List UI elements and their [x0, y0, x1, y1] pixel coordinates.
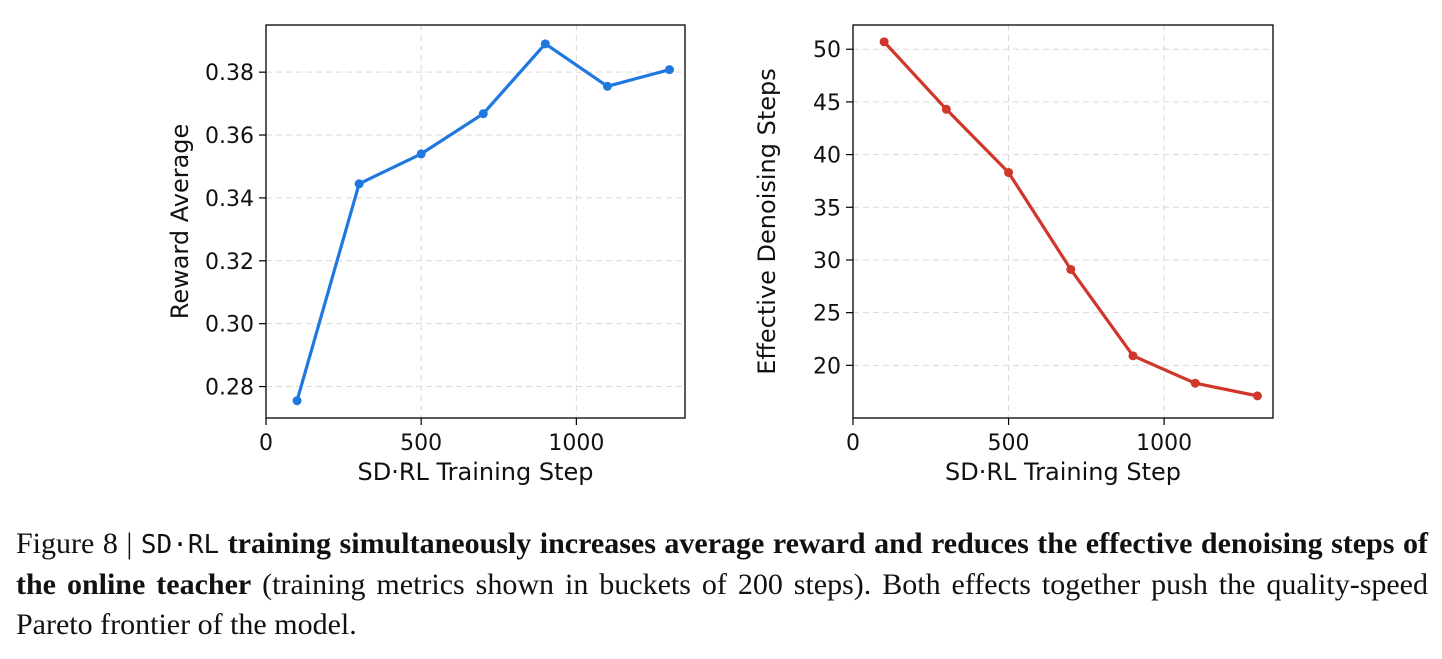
caption-rest-text: (training metrics shown in buckets of 20… — [16, 568, 1428, 641]
data-point — [292, 396, 302, 406]
x-tick-label: 0 — [846, 431, 860, 456]
data-point — [1252, 391, 1262, 401]
figure-caption: Figure 8 | SD·RL training simultaneously… — [16, 524, 1428, 645]
data-point — [879, 37, 889, 47]
y-tick-label: 35 — [813, 196, 841, 221]
caption-method-name: SD·RL — [140, 530, 220, 560]
x-axis-label: SD·RL Training Step — [945, 458, 1181, 486]
y-tick-label: 0.30 — [205, 313, 254, 338]
y-tick-label: 0.28 — [205, 376, 254, 401]
caption-prefix: Figure 8 | — [16, 527, 141, 560]
data-point — [540, 39, 550, 49]
y-tick-label: 0.36 — [205, 124, 254, 149]
series-line — [295, 42, 670, 402]
data-point — [664, 65, 674, 75]
data-point — [1190, 378, 1200, 388]
data-point — [602, 81, 612, 91]
x-tick-label: 0 — [259, 431, 273, 456]
x-tick-label: 1000 — [1136, 431, 1192, 456]
data-point — [1128, 351, 1138, 361]
y-tick-label: 0.34 — [205, 187, 254, 212]
x-tick-label: 1000 — [548, 431, 604, 456]
data-point — [416, 149, 426, 159]
y-tick-label: 20 — [813, 354, 841, 379]
reward-average-chart: 0 500 1000 0.28 0.30 0.32 0.34 0.36 0.38 SD·RL Tr… — [166, 24, 686, 486]
y-tick-label: 25 — [813, 302, 841, 327]
y-tick-label: 30 — [813, 249, 841, 274]
denoising-steps-chart: 0 500 1000 20 25 30 35 40 45 50 SD·RL Training Ste… — [753, 24, 1274, 486]
caption-bold-text: training simultaneously increases averag… — [16, 527, 1428, 601]
y-tick-label: 50 — [813, 38, 841, 63]
x-tick-label: 500 — [988, 431, 1030, 456]
y-axis-label: Effective Denoising Steps — [753, 68, 781, 375]
y-tick-label: 45 — [813, 91, 841, 116]
plot-frame — [852, 24, 1274, 419]
y-tick-label: 0.32 — [205, 250, 254, 275]
x-axis-label: SD·RL Training Step — [358, 458, 594, 486]
data-point — [941, 104, 951, 114]
y-tick-label: 40 — [813, 144, 841, 169]
series-line — [882, 40, 1258, 398]
data-point — [354, 179, 364, 189]
y-axis-label: Reward Average — [166, 124, 194, 320]
y-tick-label: 0.38 — [205, 61, 254, 86]
x-tick-label: 500 — [400, 431, 442, 456]
data-point — [478, 109, 488, 119]
data-point — [1004, 168, 1014, 178]
plot-frame — [265, 24, 686, 419]
data-point — [1066, 264, 1076, 274]
